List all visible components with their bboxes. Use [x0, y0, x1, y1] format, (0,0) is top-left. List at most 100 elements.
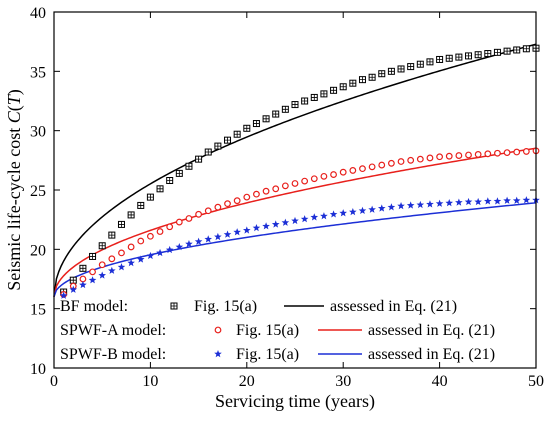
data-point-spwf-a: [522, 148, 530, 155]
legend-line-label: assessed in Eq. (21): [368, 346, 495, 363]
data-point-spwf-a: [89, 268, 96, 276]
y-tick-label: 40: [30, 5, 46, 22]
data-point-spwf-b: [59, 291, 68, 299]
data-point-spwf-b: [79, 280, 87, 289]
data-point-spwf-a: [349, 167, 357, 174]
data-point-spwf-a: [378, 161, 386, 169]
chart-marks: [53, 43, 540, 299]
data-point-spwf-b: [156, 248, 164, 257]
legend-marker-cross: [171, 303, 177, 309]
data-point-bf: [175, 169, 183, 177]
y-axis-title: Seismic life-cycle cost C(T): [4, 89, 25, 290]
data-point-bf-cross: [494, 49, 501, 56]
data-point-spwf-b: [416, 200, 425, 209]
data-point-spwf-a: [195, 210, 203, 218]
data-point-spwf-b: [464, 197, 473, 206]
series-markers-spwf-b: [59, 196, 540, 299]
data-point-spwf-a: [156, 228, 164, 235]
data-point-spwf-a: [98, 261, 106, 269]
legend-row-bf: BF model: Fig. 15(a) assessed in Eq. (21): [60, 298, 457, 315]
data-point-spwf-b: [455, 198, 463, 206]
data-point-spwf-a: [416, 155, 424, 163]
data-point-spwf-b: [300, 215, 309, 223]
data-point-bf-cross: [320, 90, 327, 97]
data-point-bf: [204, 148, 212, 156]
data-point-bf-cross: [388, 68, 395, 75]
data-point-bf-cross: [195, 156, 202, 163]
data-point-bf-cross: [243, 125, 250, 132]
data-point-spwf-b: [262, 222, 270, 230]
data-point-bf-cross: [340, 83, 347, 90]
data-point-spwf-b: [368, 205, 376, 213]
data-point-bf: [436, 55, 444, 63]
data-point-bf-cross: [99, 242, 106, 249]
data-point-spwf-a: [262, 187, 270, 195]
data-point-spwf-a: [214, 203, 222, 211]
data-point-bf-cross: [292, 101, 298, 108]
legend-line-label: assessed in Eq. (21): [368, 322, 495, 339]
x-axis-title: Servicing time (years): [215, 391, 375, 412]
data-point-spwf-b: [281, 218, 290, 226]
data-point-spwf-b: [223, 230, 232, 238]
data-point-bf-cross: [89, 253, 96, 260]
data-point-spwf-b: [339, 209, 347, 217]
data-point-bf-cross: [282, 106, 289, 113]
data-point-spwf-a: [436, 153, 444, 161]
data-point-bf-cross: [484, 50, 491, 57]
x-tick-label: 20: [239, 373, 255, 390]
data-point-bf-cross: [369, 74, 376, 81]
data-point-spwf-b: [204, 235, 213, 243]
data-point-bf-cross: [234, 131, 241, 138]
data-point-bf: [455, 53, 463, 61]
x-tick-label: 50: [528, 373, 544, 390]
data-point-bf-cross: [147, 194, 154, 201]
data-point-spwf-b: [445, 199, 454, 207]
data-point-bf-cross: [176, 170, 183, 177]
data-point-bf: [127, 211, 135, 219]
data-point-spwf-b: [98, 271, 106, 279]
data-point-bf: [252, 120, 260, 128]
y-tick-label: 30: [30, 124, 46, 141]
data-point-spwf-a: [108, 255, 116, 263]
data-point-bf-cross: [214, 143, 221, 150]
data-point-bf-cross: [253, 120, 260, 127]
data-point-bf-cross: [137, 202, 144, 209]
data-point-bf: [493, 48, 501, 56]
data-point-spwf-b: [320, 212, 328, 220]
data-point-bf-cross: [118, 221, 125, 228]
data-point-bf: [368, 73, 376, 81]
data-point-spwf-a: [185, 215, 193, 222]
data-point-spwf-a: [330, 171, 337, 178]
data-point-spwf-b: [358, 206, 367, 214]
data-point-spwf-a: [407, 156, 415, 164]
data-point-bf: [397, 65, 405, 73]
data-point-bf: [98, 242, 106, 250]
data-point-bf: [407, 63, 415, 71]
legend-marker-label: Fig. 15(a): [236, 322, 299, 339]
data-point-spwf-a: [233, 197, 241, 205]
data-point-spwf-b: [329, 210, 338, 218]
data-point-bf-cross: [436, 56, 443, 63]
data-point-spwf-b: [406, 201, 415, 209]
data-point-spwf-b: [243, 226, 251, 234]
data-point-bf: [330, 86, 338, 94]
data-point-bf: [69, 276, 77, 284]
series-markers-bf: [60, 44, 540, 296]
data-point-spwf-a: [243, 193, 251, 201]
data-point-spwf-b: [291, 216, 299, 225]
data-point-spwf-b: [503, 196, 511, 204]
data-point-spwf-a: [397, 158, 405, 165]
data-point-bf-cross: [205, 149, 212, 156]
data-point-bf: [117, 220, 125, 228]
data-point-spwf-a: [445, 152, 453, 160]
data-point-spwf-b: [435, 199, 444, 207]
data-point-spwf-b: [136, 255, 145, 263]
data-point-bf: [416, 60, 424, 68]
y-axis-title-paren-close: ): [4, 89, 25, 95]
data-point-spwf-a: [166, 223, 174, 231]
legend-row-spwf-a: SPWF-A model: Fig. 15(a) assessed in Eq. (…: [60, 322, 495, 339]
data-point-bf-cross: [157, 185, 164, 192]
y-tick-label: 15: [30, 302, 46, 319]
data-point-spwf-a: [291, 180, 299, 187]
